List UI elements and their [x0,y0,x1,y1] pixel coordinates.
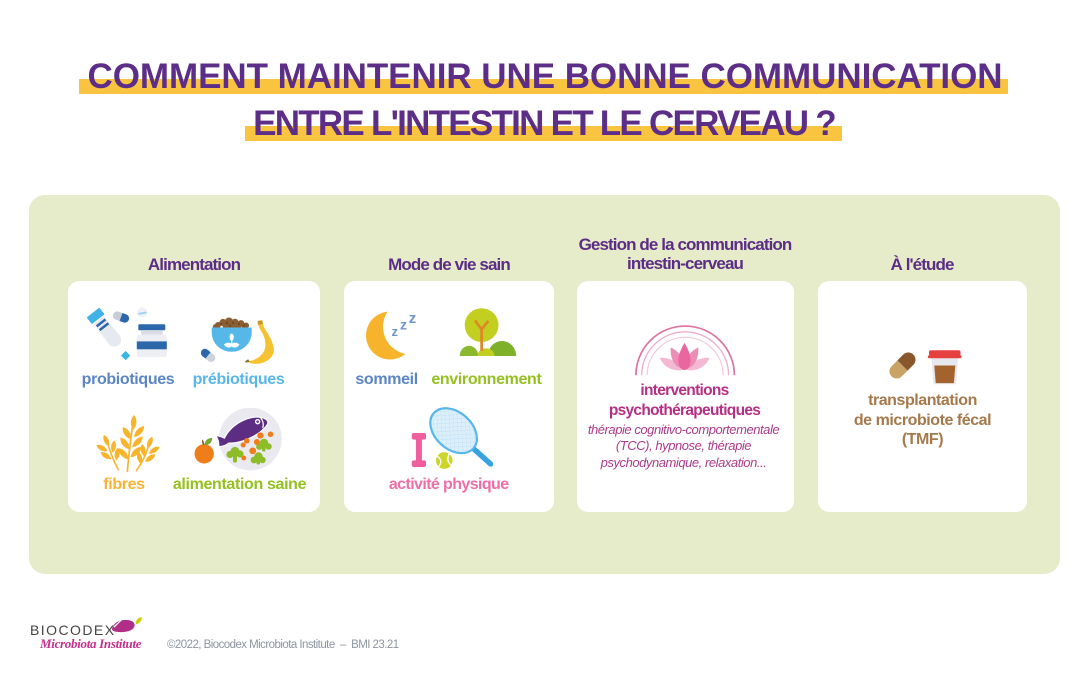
svg-text:z: z [400,317,407,333]
svg-text:z: z [409,310,417,327]
svg-text:z: z [392,324,399,339]
